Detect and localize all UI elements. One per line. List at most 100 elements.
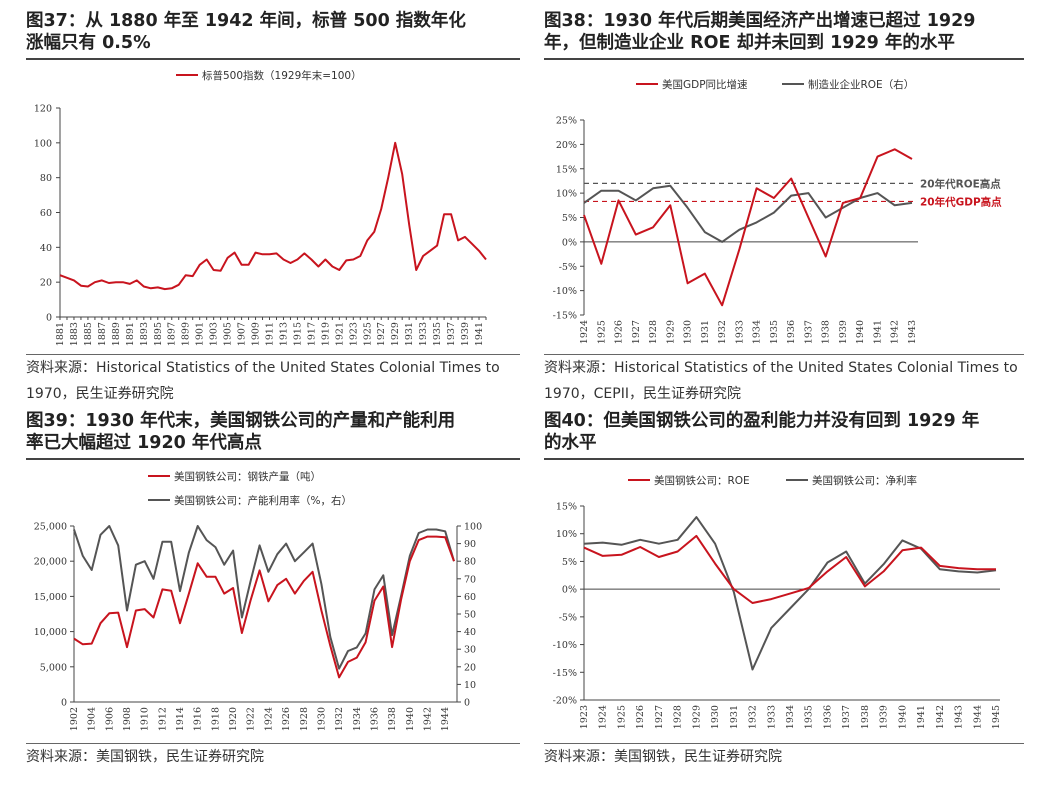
fig39-y-tick-label-left: 0 bbox=[61, 698, 67, 709]
fig39-x-tick-label: 1920 bbox=[228, 707, 239, 731]
fig37-x-tick-label: 1891 bbox=[125, 322, 136, 346]
fig38-y-tick-label: 5% bbox=[562, 213, 577, 224]
fig39-y-tick-label-right: 80 bbox=[464, 557, 476, 568]
fig39-legend-output-label: 美国钢铁公司：钢铁产量（吨） bbox=[174, 470, 321, 483]
fig37-x-tick-label: 1899 bbox=[181, 322, 192, 346]
fig37-x-tick-label: 1925 bbox=[362, 322, 373, 346]
fig37-source: 资料来源：Historical Statistics of the United… bbox=[26, 355, 520, 407]
fig38-y-tick-label: -15% bbox=[553, 311, 577, 322]
fig37-x-tick-label: 1941 bbox=[474, 322, 485, 346]
fig37-x-tick-label: 1907 bbox=[237, 322, 248, 346]
fig39-x-tick-label: 1932 bbox=[334, 707, 345, 731]
fig39-x-tick-label: 1938 bbox=[387, 707, 398, 731]
fig39-x-tick-label: 1940 bbox=[405, 707, 416, 731]
fig39-x-tick-label: 1908 bbox=[122, 707, 133, 731]
fig38-x-tick-label: 1931 bbox=[700, 320, 711, 344]
fig40-x-tick-label: 1935 bbox=[804, 705, 815, 729]
fig40-x-tick-label: 1926 bbox=[635, 705, 646, 729]
fig39-series-utilization bbox=[73, 525, 455, 670]
fig39-y-tick-label-left: 20,000 bbox=[34, 557, 67, 568]
fig38-series-gdp bbox=[583, 148, 913, 307]
fig39-y-tick-label-right: 90 bbox=[464, 539, 476, 550]
fig39-y-tick-label-right: 20 bbox=[464, 662, 476, 673]
fig39-y-tick-label-left: 15,000 bbox=[34, 592, 67, 603]
fig37-y-tick-label: 40 bbox=[40, 243, 52, 254]
fig40-x-tick-label: 1930 bbox=[710, 705, 721, 729]
fig38-x-tick-label: 1940 bbox=[855, 320, 866, 344]
fig38-y-tick-label: 20% bbox=[556, 140, 577, 151]
fig37-x-tick-label: 1905 bbox=[223, 322, 234, 346]
fig39-y-tick-label-right: 100 bbox=[464, 522, 482, 533]
fig39-x-tick-label: 1928 bbox=[299, 707, 310, 731]
fig39-title-line2: 率已大幅超过 1920 年代高点 bbox=[26, 433, 262, 453]
fig37-y-tick-label: 120 bbox=[34, 104, 52, 115]
fig39-title-line1: 图39：1930 年代末，美国钢铁公司的产量和产能利用 bbox=[26, 411, 456, 431]
fig40-chart: 美国钢铁公司：ROE 美国钢铁公司：净利率 -20% -15% -10% -5% 0% 5% 1… bbox=[553, 474, 1002, 729]
fig37-x-tick-label: 1931 bbox=[404, 322, 415, 346]
fig38-x-tick-label: 1939 bbox=[838, 320, 849, 344]
fig38-x-tick-label: 1927 bbox=[631, 320, 642, 344]
fig40-x-tick-label: 1939 bbox=[879, 705, 890, 729]
fig38-y-tick-label: 10% bbox=[556, 189, 577, 200]
fig40-title-line2: 的水平 bbox=[544, 433, 597, 453]
fig38-x-tick-label: 1926 bbox=[614, 320, 625, 344]
fig39-x-tick-label: 1904 bbox=[87, 707, 98, 731]
fig40-x-tick-label: 1940 bbox=[897, 705, 908, 729]
fig39-y-tick-label-right: 70 bbox=[464, 574, 476, 585]
fig37-x-tick-label: 1937 bbox=[446, 322, 457, 346]
fig37-x-tick-label: 1883 bbox=[69, 322, 80, 346]
fig38-x-tick-label: 1932 bbox=[717, 320, 728, 344]
fig38-x-tick-label: 1934 bbox=[752, 320, 763, 344]
fig40-x-tick-label: 1931 bbox=[729, 705, 740, 729]
fig37-x-tick-label: 1901 bbox=[195, 322, 206, 346]
fig37-x-tick-label: 1913 bbox=[278, 322, 289, 346]
fig38-x-tick-label: 1937 bbox=[803, 320, 814, 344]
fig40-y-tick-label: 15% bbox=[556, 502, 577, 513]
fig38-y-tick-label: 25% bbox=[556, 116, 577, 127]
fig40-source-line1: 资料来源：美国钢铁，民生证券研究院 bbox=[544, 749, 782, 765]
fig40-legend-roe-label: 美国钢铁公司：ROE bbox=[654, 474, 750, 487]
fig39-y-tick-label-right: 10 bbox=[464, 680, 476, 691]
fig40-y-tick-label: 5% bbox=[562, 557, 577, 568]
fig39-x-tick-label: 1926 bbox=[281, 707, 292, 731]
fig40-y-tick-label: 0% bbox=[562, 585, 577, 596]
fig38-title-line1: 图38：1930 年代后期美国经济产出增速已超过 1929 bbox=[544, 11, 976, 31]
fig38-y-tick-label: 15% bbox=[556, 164, 577, 175]
fig40-title-line1: 图40：但美国钢铁公司的盈利能力并没有回到 1929 年 bbox=[544, 411, 980, 431]
fig38-legend-roe-label: 制造业企业ROE（右） bbox=[808, 78, 914, 91]
fig37-x-tick-label: 1895 bbox=[153, 322, 164, 346]
fig40-x-tick-label: 1934 bbox=[785, 705, 796, 729]
fig37-x-tick-label: 1889 bbox=[111, 322, 122, 346]
fig37-x-tick-label: 1919 bbox=[320, 322, 331, 346]
fig39-x-tick-label: 1918 bbox=[210, 707, 221, 731]
fig37-x-tick-label: 1927 bbox=[376, 322, 387, 346]
fig37-source-rule bbox=[26, 354, 520, 355]
fig39-y-tick-label-right: 60 bbox=[464, 592, 476, 603]
fig37-x-tick-label: 1909 bbox=[251, 322, 262, 346]
fig39-x-tick-label: 1906 bbox=[104, 707, 115, 731]
fig40-x-tick-label: 1933 bbox=[766, 705, 777, 729]
fig39-y-tick-label-left: 25,000 bbox=[34, 522, 67, 533]
fig38-ref-roe-label: 20年代ROE高点 bbox=[920, 177, 1001, 190]
fig39-y-tick-label-right: 0 bbox=[464, 698, 470, 709]
panel-fig37: 图37：从 1880 年至 1942 年间，标普 500 指数年化 涨幅只有 0… bbox=[26, 10, 520, 402]
fig39-series-output bbox=[73, 535, 455, 679]
fig40-x-tick-label: 1923 bbox=[579, 705, 590, 729]
fig37-title-line2: 涨幅只有 0.5% bbox=[26, 33, 151, 53]
fig39-x-tick-label: 1936 bbox=[369, 707, 380, 731]
fig39-source-rule bbox=[26, 743, 520, 744]
fig38-source: 资料来源：Historical Statistics of the United… bbox=[544, 355, 1024, 407]
fig38-y-tick-label: -5% bbox=[559, 262, 577, 273]
fig37-x-tick-label: 1939 bbox=[460, 322, 471, 346]
fig40-y-tick-label: -20% bbox=[553, 696, 577, 707]
fig39-chart: 美国钢铁公司：钢铁产量（吨） 美国钢铁公司：产能利用率（%，右） 0 5,000 10,… bbox=[34, 470, 482, 731]
fig38-title: 图38：1930 年代后期美国经济产出增速已超过 1929 年，但制造业企业 R… bbox=[544, 10, 1024, 54]
fig38-title-rule bbox=[544, 58, 1024, 60]
fig37-y-tick-label: 20 bbox=[40, 278, 52, 289]
fig37-x-tick-label: 1903 bbox=[209, 322, 220, 346]
fig38-chart: 美国GDP同比增速 制造业企业ROE（右） -15% -10% -5% 0% 5% 10% 15… bbox=[553, 78, 1002, 344]
fig37-title-line1: 图37：从 1880 年至 1942 年间，标普 500 指数年化 bbox=[26, 11, 466, 31]
fig38-source-line1: 资料来源：Historical Statistics of the United… bbox=[544, 360, 1018, 376]
fig38-x-tick-label: 1935 bbox=[769, 320, 780, 344]
